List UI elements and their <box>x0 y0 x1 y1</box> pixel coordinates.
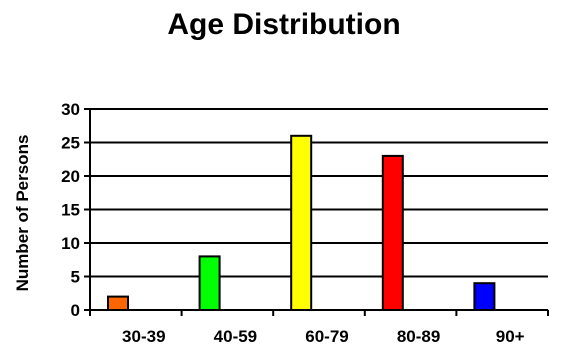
y-tick-label: 30 <box>61 100 80 119</box>
x-tick-label: 30-39 <box>122 327 165 346</box>
bars <box>107 134 496 312</box>
y-tick-label: 10 <box>61 234 80 253</box>
bar-80-89 <box>381 154 404 311</box>
x-tick-label: 40-59 <box>214 327 257 346</box>
chart-title: Age Distribution <box>167 8 401 41</box>
bar-30-39 <box>107 295 129 312</box>
x-tick-label: 60-79 <box>305 327 348 346</box>
y-tick-label: 0 <box>71 301 80 320</box>
x-tick-label: 80-89 <box>397 327 440 346</box>
y-tick-label: 15 <box>61 201 80 220</box>
y-tick-label: 20 <box>61 167 80 186</box>
y-tick-labels: 0 5 10 15 20 25 30 <box>61 100 90 320</box>
bar-40-59 <box>198 255 221 311</box>
x-tick-labels: 30-39 40-59 60-79 80-89 90+ <box>89 310 549 346</box>
gridlines <box>90 108 548 278</box>
x-tick-label: 90+ <box>496 327 525 346</box>
y-tick-label: 5 <box>71 268 80 287</box>
y-tick-label: 25 <box>61 134 80 153</box>
bar-90+ <box>473 282 496 312</box>
bar-60-79 <box>290 134 313 311</box>
